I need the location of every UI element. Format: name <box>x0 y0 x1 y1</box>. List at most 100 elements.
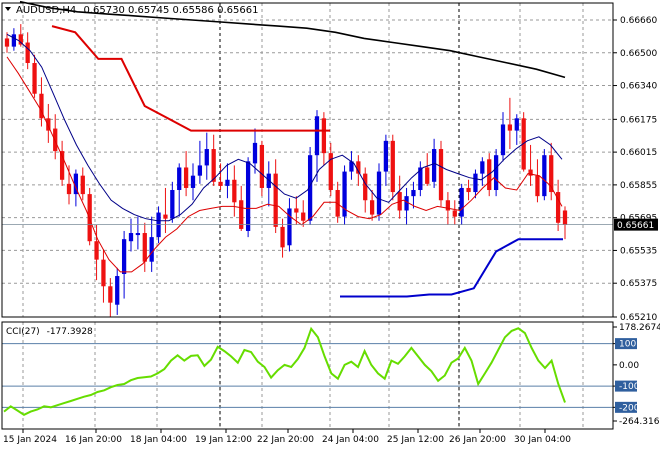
bear-candle <box>273 173 278 227</box>
price-frame <box>1 2 614 318</box>
cci-value: -177.3928 <box>47 327 93 337</box>
bull-candle <box>514 118 519 131</box>
bull-candle <box>121 239 127 274</box>
bear-candle <box>87 194 92 242</box>
bull-candle <box>177 167 182 191</box>
bear-candle <box>555 192 561 223</box>
bear-candle <box>452 210 457 217</box>
bear-candle <box>163 214 168 219</box>
bull-candle <box>459 187 464 217</box>
symbol-label: AUDUSD,H4 0.65730 0.65745 0.65586 0.6566… <box>16 5 258 16</box>
bear-candle <box>528 169 533 176</box>
time-label: 22 Jan 20:00 <box>257 435 314 445</box>
bull-candle <box>149 237 154 262</box>
bear-candle <box>142 233 147 262</box>
price-tick-label: 0.65375 <box>620 279 657 289</box>
bear-candle <box>321 118 327 154</box>
cci-level-box <box>615 338 637 350</box>
bear-candle <box>328 153 333 191</box>
cci-label: CCI(27) <box>6 327 40 337</box>
bull-candle <box>287 208 292 246</box>
cci-level-box <box>615 380 637 392</box>
bear-candle <box>218 181 223 186</box>
bear-candle <box>301 212 306 221</box>
cci-tick-label: 100 <box>619 340 636 350</box>
bull-candle <box>225 179 230 186</box>
bull-candle <box>204 149 209 166</box>
bull-candle <box>252 142 258 164</box>
bear-candle <box>363 173 368 201</box>
bear-candle <box>108 286 113 303</box>
bull-candle <box>500 124 506 156</box>
bear-candle <box>259 144 265 188</box>
ohlc-values: 0.65730 0.65745 0.65586 0.65661 <box>83 5 258 16</box>
time-label: 19 Jan 12:00 <box>195 435 252 445</box>
price-tick-label: 0.66660 <box>620 16 657 26</box>
bear-candle <box>425 167 430 184</box>
bear-candle <box>80 175 85 195</box>
bear-candle <box>59 151 65 180</box>
bear-candle <box>369 200 375 215</box>
dropdown-arrow-icon <box>5 7 11 11</box>
bear-candle <box>280 226 285 248</box>
cci-line <box>3 326 566 416</box>
bear-candle <box>507 124 513 131</box>
bear-candle <box>239 200 244 229</box>
price-panel <box>2 0 613 317</box>
symbol-name: AUDUSD,H4 <box>16 5 76 16</box>
price-tick-label: 0.66340 <box>620 82 657 92</box>
bull-candle <box>245 161 251 231</box>
bull-candle <box>342 171 347 217</box>
cci-frame <box>1 321 614 430</box>
bear-candle <box>549 155 554 193</box>
bull-candle <box>473 173 478 193</box>
bear-candle <box>466 187 471 193</box>
bull-candle <box>404 196 409 211</box>
current-price-box <box>614 218 658 231</box>
bear-candle <box>66 183 72 195</box>
upper-stop-line <box>51 25 330 132</box>
bear-candle <box>445 200 451 211</box>
bull-candle <box>376 171 382 215</box>
bull-candle <box>307 155 313 221</box>
price-tick-label: 0.66500 <box>620 49 657 59</box>
bull-candle <box>73 173 79 195</box>
bull-candle <box>135 233 141 236</box>
bull-candle <box>197 165 203 176</box>
bear-candle <box>46 118 51 131</box>
time-label: 16 Jan 20:00 <box>65 435 122 445</box>
bear-candle <box>101 259 106 287</box>
time-label: 18 Jan 04:00 <box>130 435 187 445</box>
bear-candle <box>18 34 23 45</box>
slow-ma-line <box>19 0 566 79</box>
bull-candle <box>493 155 499 191</box>
bull-candle <box>383 140 389 172</box>
bear-candle <box>25 42 30 64</box>
price-tick-label: 0.65855 <box>620 181 657 191</box>
bull-candle <box>418 167 423 191</box>
cci-panel <box>2 326 613 416</box>
cci-level-box <box>615 401 637 413</box>
bear-candle <box>438 149 444 201</box>
bull-candle <box>190 175 196 188</box>
cci-tick-label: 0.00 <box>619 361 639 371</box>
current-price-label: 0.65661 <box>617 221 654 231</box>
bull-candle <box>349 161 354 172</box>
bull-candle <box>11 34 17 47</box>
time-label: 30 Jan 04:00 <box>514 435 571 445</box>
bear-candle <box>183 167 189 188</box>
time-label: 25 Jan 12:00 <box>387 435 444 445</box>
price-tick-label: 0.66175 <box>620 115 657 125</box>
bear-candle <box>4 38 10 47</box>
cci-tick-label: -100 <box>619 382 640 392</box>
bear-candle <box>562 210 568 225</box>
cci-tick-label: -200 <box>619 403 640 413</box>
bear-candle <box>232 179 237 203</box>
grid <box>2 3 613 429</box>
price-tick-label: 0.65535 <box>620 246 657 256</box>
cci-tick-label: 178.2674 <box>619 323 660 333</box>
bull-candle <box>542 155 547 197</box>
